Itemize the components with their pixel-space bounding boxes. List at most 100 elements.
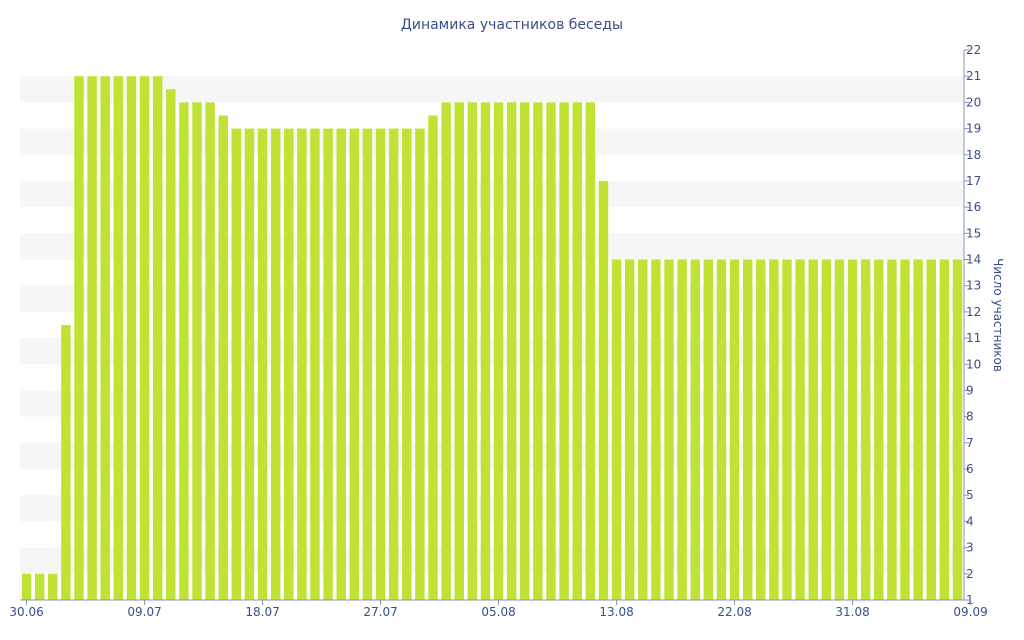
bar[interactable] (546, 102, 556, 600)
y-tick-label: 4 (966, 514, 974, 528)
grid-band (20, 76, 964, 103)
bar[interactable] (270, 128, 281, 600)
bar[interactable] (821, 259, 832, 600)
bar[interactable] (126, 76, 137, 600)
bar[interactable] (362, 128, 373, 600)
bar[interactable] (860, 259, 871, 600)
grid-band (20, 547, 964, 574)
bar[interactable] (729, 259, 740, 600)
bar[interactable] (323, 128, 333, 600)
bar[interactable] (467, 102, 478, 600)
bar[interactable] (244, 128, 255, 600)
bar[interactable] (651, 259, 661, 600)
y-tick-label: 19 (966, 122, 981, 136)
bar[interactable] (847, 259, 858, 600)
bar[interactable] (74, 76, 84, 600)
x-tick-label: 27.07 (363, 605, 397, 619)
bar[interactable] (349, 128, 360, 600)
x-tick-label: 05.08 (481, 605, 515, 619)
bar[interactable] (48, 573, 58, 600)
bar[interactable] (913, 259, 923, 600)
bar[interactable] (769, 259, 779, 600)
bar[interactable] (179, 102, 189, 600)
x-axis-ticks: 30.06 09.07 18.07 27.07 05.08 13.08 22.08 31.08… (9, 600, 988, 619)
x-tick-label: 13.08 (599, 605, 633, 619)
y-tick-label: 7 (966, 436, 974, 450)
y-tick-label: 8 (966, 410, 974, 424)
y-tick-label: 12 (966, 305, 981, 319)
bar[interactable] (926, 259, 936, 600)
x-tick-label: 09.07 (127, 605, 161, 619)
bar[interactable] (611, 259, 622, 600)
y-tick-label: 3 (966, 541, 974, 555)
bar[interactable] (703, 259, 714, 600)
bar[interactable] (441, 102, 451, 600)
y-tick-label: 11 (966, 331, 981, 345)
bar[interactable] (742, 259, 753, 600)
bar[interactable] (152, 76, 163, 600)
bar[interactable] (690, 259, 700, 600)
bar[interactable] (205, 102, 215, 600)
bar[interactable] (533, 102, 543, 600)
bar[interactable] (284, 128, 294, 600)
grid-band (20, 442, 964, 470)
grid-band (20, 128, 964, 155)
bar[interactable] (559, 102, 569, 600)
bar[interactable] (900, 259, 910, 600)
bar[interactable] (388, 128, 399, 600)
bar[interactable] (520, 102, 530, 600)
bar[interactable] (336, 128, 346, 600)
bar[interactable] (257, 128, 268, 600)
bar[interactable] (402, 128, 412, 600)
bar[interactable] (454, 102, 464, 600)
bar[interactable] (782, 259, 792, 600)
bar[interactable] (874, 259, 884, 600)
grid-bands (20, 76, 964, 574)
bar[interactable] (756, 259, 766, 600)
y-tick-label: 17 (966, 174, 981, 188)
bar[interactable] (716, 259, 727, 600)
bar[interactable] (506, 102, 517, 600)
bar[interactable] (638, 259, 648, 600)
bar[interactable] (21, 573, 32, 600)
bar[interactable] (480, 102, 491, 600)
bar[interactable] (100, 76, 110, 600)
bar[interactable] (939, 259, 950, 600)
bar[interactable] (113, 76, 124, 600)
y-tick-label: 22 (966, 43, 981, 57)
y-tick-label: 6 (966, 462, 974, 476)
bar[interactable] (297, 128, 307, 600)
bar[interactable] (585, 102, 596, 600)
bar[interactable] (808, 259, 818, 600)
bar[interactable] (572, 102, 582, 600)
bar[interactable] (231, 128, 242, 600)
bar[interactable] (952, 259, 963, 600)
bar[interactable] (598, 180, 609, 600)
bar[interactable] (166, 89, 176, 600)
bar[interactable] (87, 76, 97, 600)
bar[interactable] (218, 115, 228, 600)
y-tick-label: 10 (966, 357, 981, 371)
bar[interactable] (493, 102, 504, 600)
bar[interactable] (34, 573, 45, 600)
bar[interactable] (415, 128, 425, 600)
bar[interactable] (834, 259, 845, 600)
bar[interactable] (795, 259, 805, 600)
bars (21, 76, 963, 600)
bar[interactable] (428, 115, 438, 600)
bar[interactable] (61, 325, 71, 600)
bar[interactable] (139, 76, 150, 600)
bar[interactable] (887, 259, 897, 600)
chart-title: Динамика участников беседы (401, 17, 623, 33)
bar[interactable] (677, 259, 687, 600)
bar[interactable] (375, 128, 386, 600)
bar[interactable] (624, 259, 635, 600)
bar[interactable] (310, 128, 320, 600)
y-tick-label: 1 (966, 593, 974, 607)
grid-band (20, 180, 964, 208)
bar[interactable] (664, 259, 674, 600)
bar[interactable] (192, 102, 202, 600)
y-tick-label: 2 (966, 567, 974, 581)
x-tick-label: 18.07 (245, 605, 279, 619)
